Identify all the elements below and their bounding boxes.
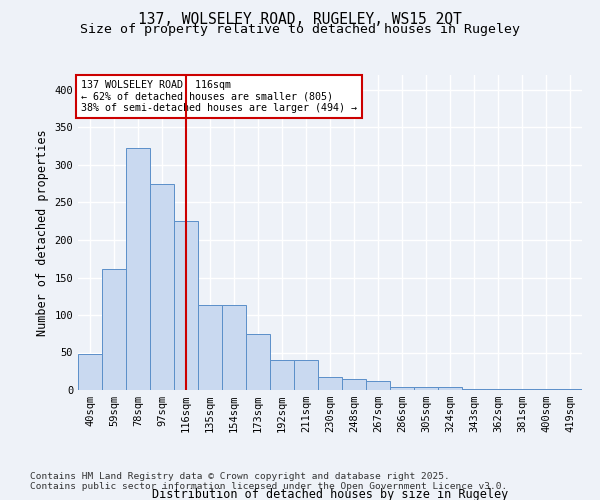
Bar: [78, 354, 102, 390]
Bar: [486, 388, 510, 390]
Bar: [414, 387, 438, 390]
Bar: [462, 388, 486, 390]
Text: Size of property relative to detached houses in Rugeley: Size of property relative to detached ho…: [80, 22, 520, 36]
Bar: [342, 379, 366, 390]
Text: Contains HM Land Registry data © Crown copyright and database right 2025.: Contains HM Land Registry data © Crown c…: [30, 472, 450, 481]
Bar: [150, 184, 174, 390]
Bar: [102, 268, 126, 390]
Bar: [198, 305, 222, 390]
Bar: [558, 389, 582, 390]
Y-axis label: Number of detached properties: Number of detached properties: [36, 129, 49, 336]
Text: 137 WOLSELEY ROAD: 116sqm
← 62% of detached houses are smaller (805)
38% of semi: 137 WOLSELEY ROAD: 116sqm ← 62% of detac…: [80, 80, 356, 113]
Text: 137, WOLSELEY ROAD, RUGELEY, WS15 2QT: 137, WOLSELEY ROAD, RUGELEY, WS15 2QT: [138, 12, 462, 28]
Bar: [246, 334, 270, 390]
Bar: [510, 389, 534, 390]
Bar: [318, 376, 342, 390]
Bar: [438, 387, 462, 390]
Bar: [294, 360, 318, 390]
Bar: [270, 360, 294, 390]
Bar: [534, 389, 558, 390]
Bar: [222, 305, 246, 390]
Bar: [126, 148, 150, 390]
Text: Contains public sector information licensed under the Open Government Licence v3: Contains public sector information licen…: [30, 482, 507, 491]
Bar: [174, 221, 198, 390]
Bar: [390, 387, 414, 390]
Bar: [366, 381, 390, 390]
X-axis label: Distribution of detached houses by size in Rugeley: Distribution of detached houses by size …: [152, 488, 508, 500]
